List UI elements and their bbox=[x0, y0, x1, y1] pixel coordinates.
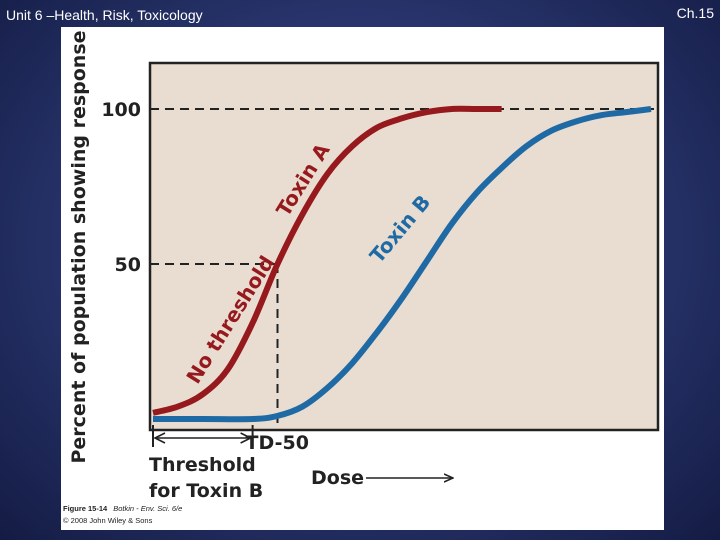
threshold-label-line2: for Toxin B bbox=[149, 480, 263, 502]
dose-response-chart: Percent of population showing response 1… bbox=[63, 30, 660, 525]
toxin-a-curve bbox=[152, 105, 502, 416]
figure-caption: Figure 15-14 Botkin - Env. Sci. 6/e bbox=[63, 504, 182, 513]
slide-title: Unit 6 –Health, Risk, Toxicology bbox=[6, 7, 203, 23]
y-tick-100: 100 bbox=[101, 99, 141, 121]
toxin-b-curve bbox=[153, 106, 652, 423]
figure-panel: Percent of population showing response 1… bbox=[61, 27, 664, 530]
threshold-arrowhead-left bbox=[153, 432, 166, 444]
y-tick-50: 50 bbox=[115, 254, 141, 276]
x-axis-label: Dose bbox=[311, 467, 364, 489]
copyright-notice: © 2008 John Wiley & Sons bbox=[63, 516, 153, 525]
threshold-label-line1: Threshold bbox=[149, 454, 256, 476]
y-axis-label: Percent of population showing response bbox=[68, 30, 90, 463]
td50-label: TD-50 bbox=[246, 432, 309, 454]
chapter-number: Ch.15 bbox=[676, 5, 714, 21]
threshold-arrowhead-right bbox=[240, 432, 253, 444]
figure-number: Figure 15-14 bbox=[63, 504, 108, 513]
figure-source: Botkin - Env. Sci. 6/e bbox=[113, 504, 182, 513]
